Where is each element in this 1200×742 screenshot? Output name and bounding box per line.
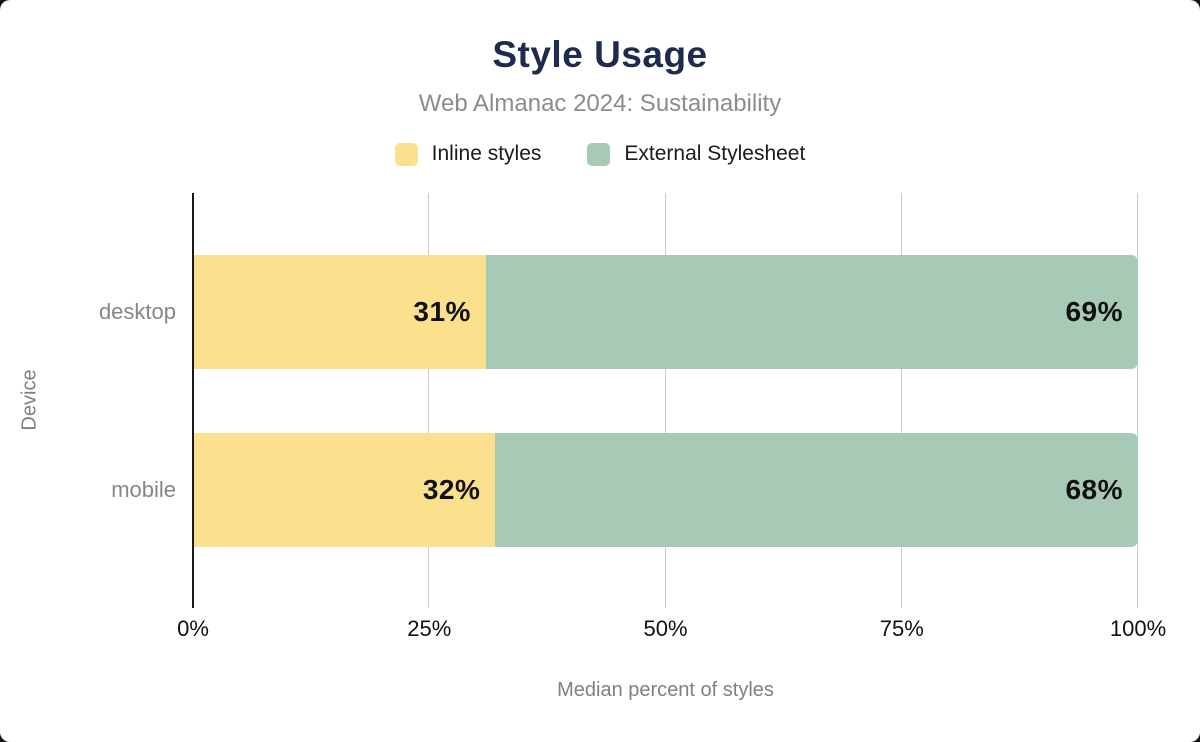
gridline xyxy=(428,193,430,608)
bar-row-mobile: 32% 68% xyxy=(193,433,1138,547)
legend-label: External Stylesheet xyxy=(624,142,806,165)
x-tick-label: 100% xyxy=(1109,616,1167,641)
x-tick-labels: 0% 25% 50% 75% 100% xyxy=(177,616,1166,646)
category-label-mobile: mobile xyxy=(111,477,176,502)
bar-segment: 32% xyxy=(193,433,496,547)
legend-item-inline-styles: Inline styles xyxy=(394,142,542,166)
gridline xyxy=(1137,193,1138,608)
category-labels: desktop mobile xyxy=(0,193,176,608)
plot-area: 31% 69% 32% 68% xyxy=(192,193,1138,608)
data-label: 32% xyxy=(422,474,481,505)
data-label: 31% xyxy=(413,296,471,327)
legend: Inline styles External Stylesheet xyxy=(0,142,1200,166)
x-axis-title: Median percent of styles xyxy=(557,679,774,701)
bar-segment: 68% xyxy=(495,433,1138,547)
bar-segment: 31% xyxy=(193,255,486,369)
y-axis-title: Device xyxy=(18,369,41,431)
gridline xyxy=(664,193,666,608)
inline-styles-swatch-icon xyxy=(394,142,418,166)
legend-item-external-stylesheet: External Stylesheet xyxy=(587,142,805,166)
category-label-desktop: desktop xyxy=(98,299,176,324)
chart-title: Style Usage xyxy=(492,34,708,75)
y-axis-line xyxy=(192,193,194,608)
bar-row-desktop: 31% 69% xyxy=(193,255,1138,369)
x-tick-label: 75% xyxy=(879,616,924,641)
x-tick-label: 0% xyxy=(177,616,209,641)
x-tick-label: 50% xyxy=(643,616,688,641)
data-label: 69% xyxy=(1065,296,1123,327)
legend-label: Inline styles xyxy=(431,142,542,165)
data-label: 68% xyxy=(1065,474,1123,505)
x-tick-label: 25% xyxy=(407,616,452,641)
gridline xyxy=(900,193,902,608)
chart-subtitle: Web Almanac 2024: Sustainability xyxy=(418,90,782,117)
bar-segment: 69% xyxy=(485,255,1138,369)
external-stylesheet-swatch-icon xyxy=(587,142,611,166)
